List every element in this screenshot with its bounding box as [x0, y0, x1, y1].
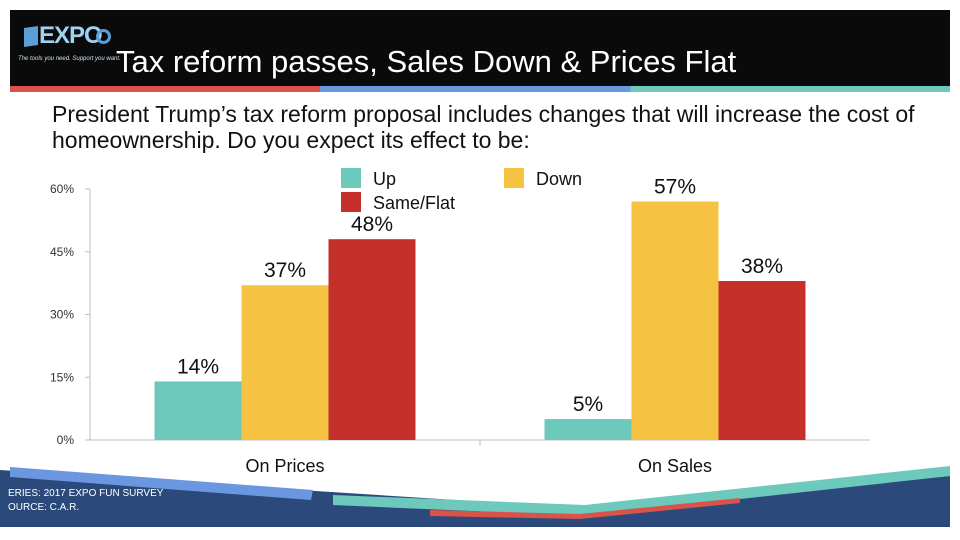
footer-bottom-line: [0, 527, 960, 540]
y-tick-label: 45%: [50, 245, 74, 259]
legend-label: Down: [536, 169, 582, 189]
bar: [544, 419, 632, 440]
footer-teal-ribbon: [333, 466, 950, 516]
page-title: Tax reform passes, Sales Down & Prices F…: [116, 44, 737, 79]
bar: [328, 239, 416, 440]
plot-area: 0% 15% 30% 45% 60% On Prices 14% 37% 48% On Sales…: [50, 176, 870, 476]
logo-ring-icon: [96, 29, 111, 44]
bar: [241, 285, 329, 440]
data-label: 37%: [264, 259, 306, 282]
footer-source-text: OURCE: C.A.R.: [8, 502, 80, 513]
data-label: 5%: [573, 393, 603, 416]
legend: Up Down Same/Flat: [341, 168, 582, 213]
y-tick-label: 30%: [50, 308, 74, 322]
data-label: 14%: [177, 355, 219, 378]
y-tick-label: 0%: [57, 433, 75, 447]
footer-navy-band: [0, 470, 950, 527]
data-label: 48%: [351, 213, 393, 236]
footer-series-text: ERIES: 2017 EXPO FUN SURVEY: [8, 488, 164, 499]
x-tick-label: On Prices: [245, 456, 324, 476]
legend-label: Same/Flat: [373, 193, 455, 213]
footer-blue-ribbon: [10, 467, 313, 500]
survey-question: President Trump’s tax reform proposal in…: [52, 101, 915, 153]
header-bar: EXPO The tools you need. Support you wan…: [10, 10, 950, 86]
legend-swatch: [504, 168, 524, 188]
y-tick-label: 15%: [50, 370, 74, 384]
legend-label: Up: [373, 169, 396, 189]
x-tick-label: On Sales: [638, 456, 712, 476]
bar: [718, 281, 806, 440]
logo-text: EXPO: [39, 22, 103, 49]
data-label: 57%: [654, 176, 696, 199]
bar: [154, 381, 242, 440]
legend-swatch: [341, 168, 361, 188]
data-label: 38%: [741, 255, 783, 278]
legend-swatch: [341, 192, 361, 212]
bar: [631, 201, 719, 440]
header-stripe: [10, 86, 950, 92]
logo-tagline: The tools you need. Support you want.: [18, 56, 121, 62]
footer-red-ribbon: [430, 498, 740, 519]
y-tick-label: 60%: [50, 182, 74, 196]
